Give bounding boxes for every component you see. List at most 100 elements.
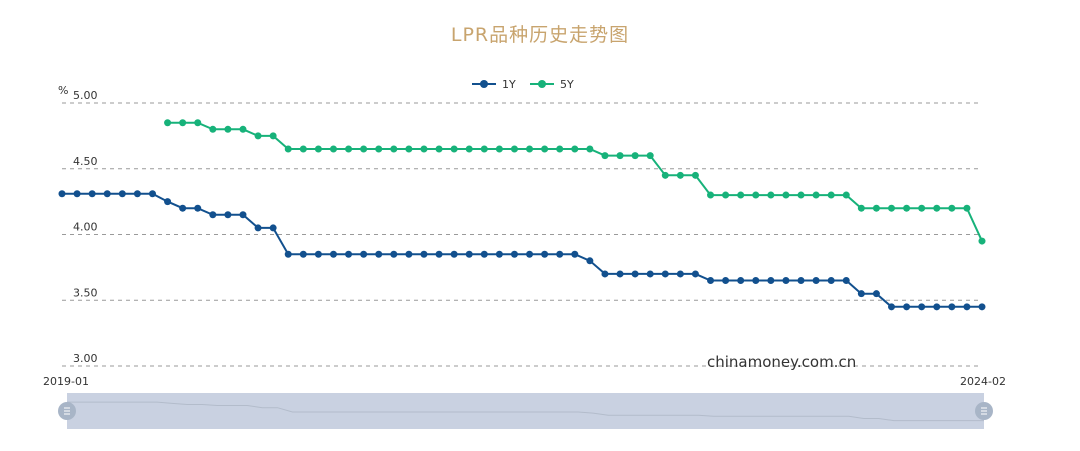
- data-point-5y[interactable]: [314, 145, 322, 153]
- data-point-1y[interactable]: [224, 211, 232, 219]
- data-point-5y[interactable]: [284, 145, 292, 153]
- data-point-1y[interactable]: [73, 190, 81, 198]
- data-point-5y[interactable]: [450, 145, 458, 153]
- data-point-5y[interactable]: [933, 204, 941, 212]
- data-point-1y[interactable]: [797, 277, 805, 285]
- data-point-5y[interactable]: [872, 204, 880, 212]
- data-point-5y[interactable]: [209, 125, 217, 133]
- data-point-5y[interactable]: [164, 119, 172, 127]
- data-point-1y[interactable]: [918, 303, 926, 311]
- data-point-5y[interactable]: [631, 152, 639, 160]
- data-point-5y[interactable]: [526, 145, 534, 153]
- data-point-5y[interactable]: [616, 152, 624, 160]
- data-point-1y[interactable]: [435, 250, 443, 258]
- data-point-5y[interactable]: [661, 171, 669, 179]
- data-point-5y[interactable]: [224, 125, 232, 133]
- data-point-5y[interactable]: [345, 145, 353, 153]
- data-point-1y[interactable]: [616, 270, 624, 278]
- data-point-1y[interactable]: [782, 277, 790, 285]
- data-point-5y[interactable]: [556, 145, 564, 153]
- zoom-slider-selection[interactable]: [67, 393, 984, 429]
- data-point-5y[interactable]: [254, 132, 262, 140]
- data-point-1y[interactable]: [601, 270, 609, 278]
- data-point-1y[interactable]: [691, 270, 699, 278]
- data-point-1y[interactable]: [495, 250, 503, 258]
- data-point-5y[interactable]: [903, 204, 911, 212]
- data-point-1y[interactable]: [646, 270, 654, 278]
- data-point-5y[interactable]: [541, 145, 549, 153]
- data-point-1y[interactable]: [737, 277, 745, 285]
- data-point-5y[interactable]: [495, 145, 503, 153]
- zoom-handle-left[interactable]: [58, 402, 76, 420]
- data-point-1y[interactable]: [571, 250, 579, 258]
- data-point-1y[interactable]: [88, 190, 96, 198]
- data-point-5y[interactable]: [571, 145, 579, 153]
- data-point-5y[interactable]: [978, 237, 986, 245]
- data-point-5y[interactable]: [299, 145, 307, 153]
- data-point-5y[interactable]: [360, 145, 368, 153]
- data-point-5y[interactable]: [737, 191, 745, 199]
- data-point-5y[interactable]: [435, 145, 443, 153]
- data-point-1y[interactable]: [722, 277, 730, 285]
- data-point-1y[interactable]: [480, 250, 488, 258]
- data-point-1y[interactable]: [978, 303, 986, 311]
- data-point-1y[interactable]: [58, 190, 66, 198]
- data-point-5y[interactable]: [179, 119, 187, 127]
- data-point-5y[interactable]: [390, 145, 398, 153]
- data-point-5y[interactable]: [797, 191, 805, 199]
- data-point-1y[interactable]: [299, 250, 307, 258]
- data-point-5y[interactable]: [586, 145, 594, 153]
- data-point-1y[interactable]: [888, 303, 896, 311]
- data-point-1y[interactable]: [148, 190, 156, 198]
- data-point-1y[interactable]: [450, 250, 458, 258]
- zoom-slider[interactable]: [58, 393, 993, 429]
- data-point-1y[interactable]: [254, 224, 262, 232]
- data-point-1y[interactable]: [194, 204, 202, 212]
- data-point-1y[interactable]: [752, 277, 760, 285]
- data-point-5y[interactable]: [329, 145, 337, 153]
- zoom-slider-track[interactable]: [67, 393, 984, 429]
- data-point-1y[interactable]: [465, 250, 473, 258]
- data-point-5y[interactable]: [676, 171, 684, 179]
- legend[interactable]: 1Y 5Y: [472, 78, 574, 91]
- data-point-1y[interactable]: [842, 277, 850, 285]
- data-point-5y[interactable]: [827, 191, 835, 199]
- data-point-5y[interactable]: [782, 191, 790, 199]
- data-point-1y[interactable]: [767, 277, 775, 285]
- data-point-1y[interactable]: [375, 250, 383, 258]
- data-point-5y[interactable]: [888, 204, 896, 212]
- data-point-5y[interactable]: [375, 145, 383, 153]
- data-point-1y[interactable]: [948, 303, 956, 311]
- data-point-1y[interactable]: [541, 250, 549, 258]
- data-point-1y[interactable]: [707, 277, 715, 285]
- data-point-1y[interactable]: [903, 303, 911, 311]
- data-point-5y[interactable]: [601, 152, 609, 160]
- data-point-1y[interactable]: [314, 250, 322, 258]
- zoom-handle-right[interactable]: [975, 402, 993, 420]
- data-point-1y[interactable]: [872, 290, 880, 298]
- data-point-1y[interactable]: [526, 250, 534, 258]
- data-point-5y[interactable]: [963, 204, 971, 212]
- data-point-5y[interactable]: [842, 191, 850, 199]
- data-point-5y[interactable]: [269, 132, 277, 140]
- data-point-5y[interactable]: [752, 191, 760, 199]
- data-point-5y[interactable]: [405, 145, 413, 153]
- data-point-1y[interactable]: [586, 257, 594, 265]
- data-point-1y[interactable]: [284, 250, 292, 258]
- data-point-1y[interactable]: [118, 190, 126, 198]
- data-point-1y[interactable]: [510, 250, 518, 258]
- data-point-5y[interactable]: [691, 171, 699, 179]
- data-point-1y[interactable]: [556, 250, 564, 258]
- data-point-1y[interactable]: [661, 270, 669, 278]
- data-point-1y[interactable]: [827, 277, 835, 285]
- data-point-5y[interactable]: [239, 125, 247, 133]
- data-point-5y[interactable]: [194, 119, 202, 127]
- data-point-1y[interactable]: [329, 250, 337, 258]
- data-point-5y[interactable]: [767, 191, 775, 199]
- data-point-1y[interactable]: [420, 250, 428, 258]
- data-point-1y[interactable]: [164, 198, 172, 206]
- data-point-1y[interactable]: [179, 204, 187, 212]
- data-point-5y[interactable]: [812, 191, 820, 199]
- data-point-1y[interactable]: [360, 250, 368, 258]
- data-point-5y[interactable]: [465, 145, 473, 153]
